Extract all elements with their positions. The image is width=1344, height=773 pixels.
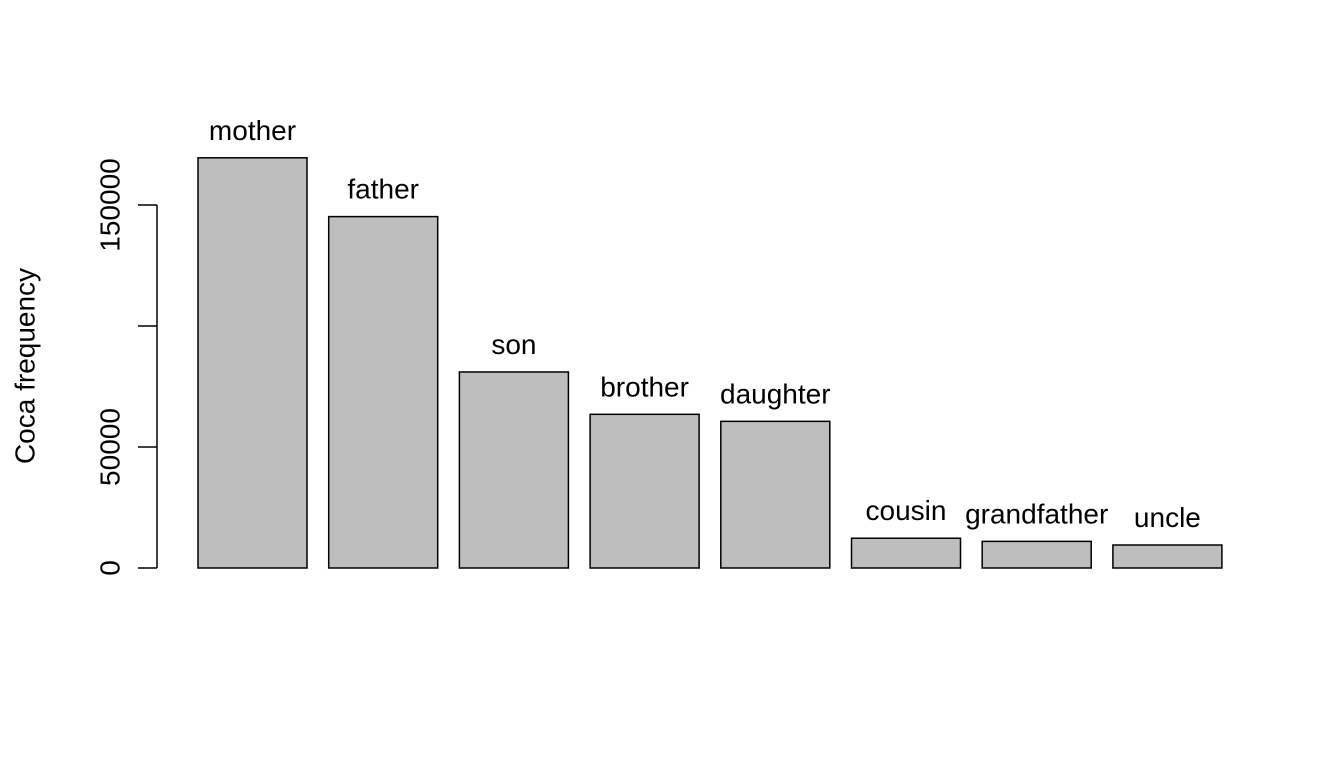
- bar-label: son: [491, 329, 536, 360]
- y-axis: 0 50000 150000: [95, 158, 158, 576]
- y-axis-title: Coca frequency: [10, 268, 41, 464]
- bar-label: father: [347, 174, 419, 205]
- bar-mother: [197, 157, 308, 569]
- bar-labels-group: mother father son brother daughter cousin gran…: [209, 115, 1201, 533]
- bar-label: uncle: [1134, 502, 1201, 533]
- bar-father: [327, 215, 439, 569]
- bar-label: daughter: [720, 378, 831, 409]
- bar-grandfather: [981, 540, 1092, 569]
- bar-cousin: [850, 537, 962, 569]
- bars-group: [197, 157, 1223, 569]
- bar-label: mother: [209, 115, 296, 146]
- bar-uncle: [1112, 544, 1223, 569]
- bar-son: [458, 371, 570, 569]
- y-tick-label: 50000: [95, 408, 126, 486]
- bar-label: cousin: [866, 495, 947, 526]
- y-tick-label: 0: [95, 560, 126, 576]
- bar-daughter: [720, 420, 831, 569]
- bar-label: brother: [600, 371, 689, 402]
- bar-label: grandfather: [965, 498, 1108, 529]
- bar-brother: [589, 413, 700, 569]
- y-tick-label: 150000: [95, 158, 126, 251]
